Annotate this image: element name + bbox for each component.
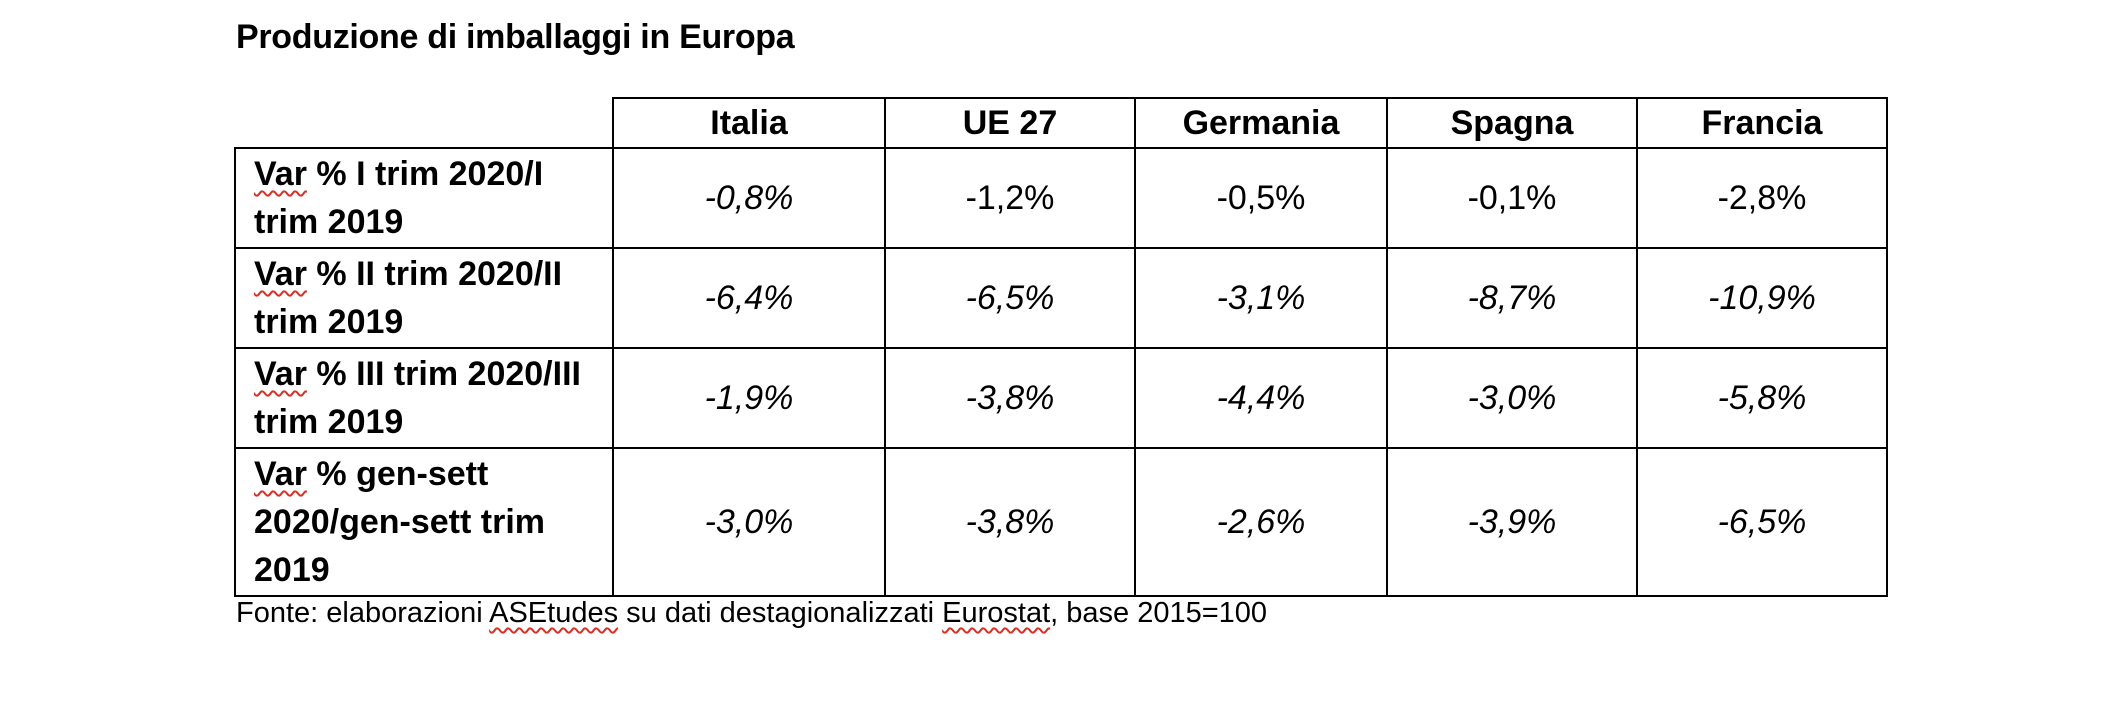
row-label-text: % gen-sett 2020/gen-sett trim 2019 bbox=[254, 455, 545, 589]
table-cell: -6,5% bbox=[1636, 447, 1888, 597]
row-label: Var % III trim 2020/III trim 2019 bbox=[234, 347, 614, 449]
table-cell: -0,8% bbox=[612, 147, 886, 249]
column-header-germania: Germania bbox=[1134, 97, 1388, 149]
source-note: Fonte: elaborazioni ASEtudes su dati des… bbox=[236, 597, 1267, 630]
row-label-text: % III trim 2020/III trim 2019 bbox=[254, 355, 581, 441]
table-cell: -3,0% bbox=[612, 447, 886, 597]
header-corner-cell bbox=[235, 98, 614, 149]
table-cell: -0,1% bbox=[1386, 147, 1638, 249]
table-row: Var % gen-sett 2020/gen-sett trim 2019 -… bbox=[234, 447, 1888, 597]
source-text: su dati destagionalizzati bbox=[618, 597, 943, 629]
spellcheck-word: Eurostat bbox=[942, 597, 1051, 629]
spellcheck-word: Var bbox=[254, 255, 307, 293]
source-text: Fonte: elaborazioni bbox=[236, 597, 490, 629]
table-row: Var % I trim 2020/I trim 2019 -0,8% -1,2… bbox=[234, 147, 1888, 249]
row-label: Var % II trim 2020/II trim 2019 bbox=[234, 247, 614, 349]
table-cell: -3,8% bbox=[884, 447, 1136, 597]
table-cell: -6,4% bbox=[612, 247, 886, 349]
row-label-text: % I trim 2020/I trim 2019 bbox=[254, 155, 544, 241]
table-cell: -5,8% bbox=[1636, 347, 1888, 449]
table-cell: -3,1% bbox=[1134, 247, 1388, 349]
source-text: , base 2015=100 bbox=[1050, 597, 1268, 629]
row-label-text: % II trim 2020/II trim 2019 bbox=[254, 255, 563, 341]
spellcheck-word: Var bbox=[254, 155, 307, 193]
table-row: Var % III trim 2020/III trim 2019 -1,9% … bbox=[234, 347, 1888, 449]
spellcheck-word: ASEtudes bbox=[489, 597, 619, 629]
table-cell: -10,9% bbox=[1636, 247, 1888, 349]
row-label: Var % gen-sett 2020/gen-sett trim 2019 bbox=[234, 447, 614, 597]
table-cell: -3,0% bbox=[1386, 347, 1638, 449]
table-cell: -2,6% bbox=[1134, 447, 1388, 597]
table-cell: -4,4% bbox=[1134, 347, 1388, 449]
column-header-spagna: Spagna bbox=[1386, 97, 1638, 149]
table-cell: -2,8% bbox=[1636, 147, 1888, 249]
column-header-italia: Italia bbox=[612, 97, 886, 149]
table-cell: -3,9% bbox=[1386, 447, 1638, 597]
table-cell: -3,8% bbox=[884, 347, 1136, 449]
table-row: Var % II trim 2020/II trim 2019 -6,4% -6… bbox=[234, 247, 1888, 349]
table-cell: -0,5% bbox=[1134, 147, 1388, 249]
document-title: Produzione di imballaggi in Europa bbox=[236, 18, 795, 56]
spellcheck-word: Var bbox=[254, 355, 307, 393]
column-header-ue27: UE 27 bbox=[884, 97, 1136, 149]
table-cell: -1,9% bbox=[612, 347, 886, 449]
table-cell: -6,5% bbox=[884, 247, 1136, 349]
column-header-francia: Francia bbox=[1636, 97, 1888, 149]
spellcheck-word: Var bbox=[254, 455, 307, 493]
table-cell: -1,2% bbox=[884, 147, 1136, 249]
table-header-row: Italia UE 27 Germania Spagna Francia bbox=[235, 97, 1888, 149]
packaging-production-table: Italia UE 27 Germania Spagna Francia Var… bbox=[234, 97, 1888, 597]
row-label: Var % I trim 2020/I trim 2019 bbox=[234, 147, 614, 249]
table-cell: -8,7% bbox=[1386, 247, 1638, 349]
